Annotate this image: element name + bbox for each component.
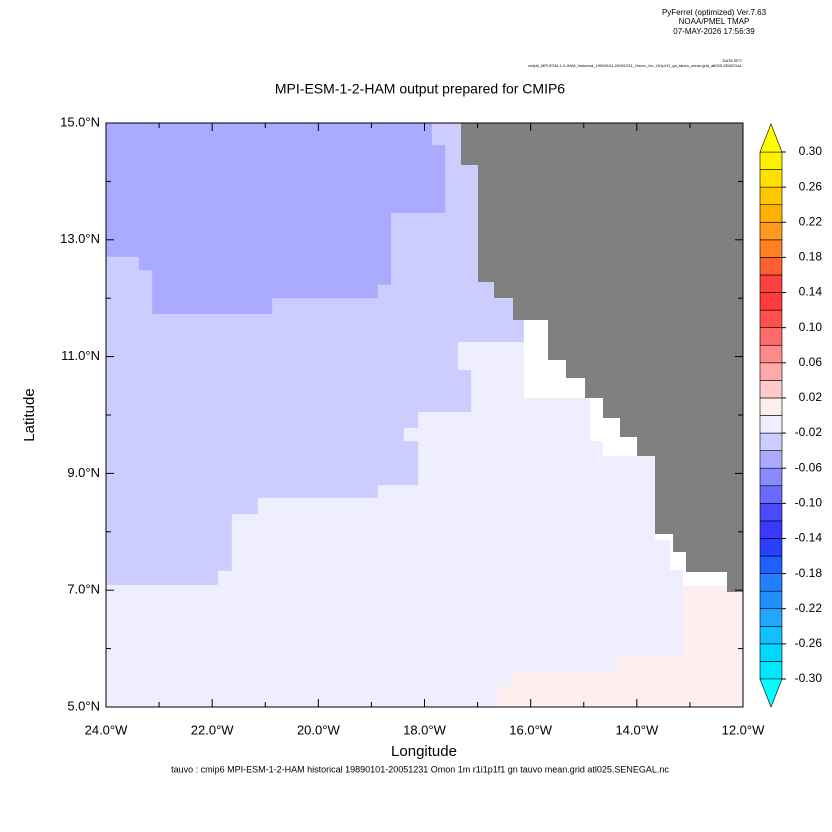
- colorbar-box: [759, 625, 783, 645]
- y-tick-label: 13.0°N: [60, 231, 100, 246]
- x-tick-label: 16.0°W: [509, 722, 553, 737]
- colorbar-box: [759, 467, 783, 487]
- colorbar-box: [759, 661, 783, 680]
- chart-title: MPI-ESM-1-2-HAM output prepared for CMIP…: [275, 81, 565, 97]
- colorbar-tick-label: -0.18: [795, 566, 823, 580]
- colorbar-tick-label: 0.30: [799, 144, 823, 158]
- colorbar-tick-label: -0.10: [795, 496, 823, 510]
- colorbar-tick-label: 0.06: [799, 355, 823, 369]
- colorbar-tick-label: -0.02: [795, 425, 823, 439]
- x-tick-label: 18.0°W: [403, 722, 447, 737]
- colorbar-box: [759, 169, 783, 188]
- colorbar-box: [759, 538, 783, 557]
- colorbar-box: [759, 151, 783, 170]
- colorbar-box: [759, 274, 783, 293]
- x-tick-label: 24.0°W: [85, 722, 129, 737]
- org: NOAA/PMEL TMAP: [679, 17, 750, 26]
- colorbar-box: [759, 186, 783, 205]
- colorbar-box: [759, 590, 783, 610]
- x-tick-label: 20.0°W: [297, 722, 341, 737]
- program: PyFerret (optimized) Ver.7.63: [662, 8, 767, 17]
- colorbar-box: [759, 643, 783, 662]
- axes: 24.0°W 22.0°W 20.0°W 18.0°W 16.0°W 14.0°W 12.0…: [60, 114, 765, 737]
- colorbar-box: [759, 555, 783, 574]
- colorbar-box: [759, 239, 783, 258]
- colorbar-under: [759, 678, 783, 708]
- colorbar-box: [759, 503, 783, 522]
- dataset: cmip6_MPI-ESM-1-2-HAM_historical_1989010…: [528, 63, 743, 68]
- x-tick-label: 22.0°W: [191, 722, 235, 737]
- colorbar-box: [759, 327, 783, 346]
- colorbar-box: [759, 397, 783, 416]
- colorbar-box: [759, 380, 783, 399]
- colorbar-box: [759, 485, 783, 504]
- y-axis-label: Latitude: [21, 388, 38, 441]
- coastal-gap: [655, 534, 727, 586]
- colorbar-tick-label: 0.14: [799, 285, 823, 299]
- colorbar-tick-label: -0.30: [795, 671, 823, 685]
- coastal-gap: [524, 320, 637, 456]
- y-tick-label: 11.0°N: [61, 348, 100, 363]
- colorbar-box: [759, 415, 783, 434]
- colorbar-box: [759, 432, 783, 451]
- colorbar: 0.30 0.26 0.22 0.18 0.14 0.10 0.06 0.02 -0.02 -0.…: [759, 123, 823, 708]
- y-tick-label: 9.0°N: [67, 465, 100, 480]
- x-tick-label: 14.0°W: [615, 722, 659, 737]
- colorbar-tick-label: 0.26: [799, 179, 823, 193]
- colorbar-tick-label: -0.14: [795, 531, 823, 545]
- x-tick-label: 12.0°W: [722, 722, 766, 737]
- colorbar-tick-label: -0.06: [795, 460, 823, 474]
- colorbar-box: [759, 257, 783, 276]
- colorbar-tick-label: 0.10: [799, 320, 823, 334]
- footer: tauvo : cmip6 MPI-ESM-1-2-HAM historical…: [171, 764, 669, 774]
- colorbar-tick-label: 0.22: [799, 214, 823, 228]
- y-tick-label: 15.0°N: [60, 114, 100, 129]
- colorbar-box: [759, 292, 783, 311]
- date: 07-MAY-2026 17:56:39: [673, 27, 755, 36]
- colorbar-box: [759, 608, 783, 627]
- land: [461, 123, 743, 592]
- colorbar-box: [759, 362, 783, 381]
- colorbar-tick-label: -0.26: [795, 636, 823, 650]
- colorbar-box: [759, 309, 783, 328]
- y-tick-label: 7.0°N: [67, 582, 100, 597]
- colorbar-tick-label: 0.02: [799, 390, 823, 404]
- colorbar-box: [759, 221, 783, 241]
- colorbar-box: [759, 573, 783, 592]
- colorbar-tick-label: 0.18: [799, 250, 823, 264]
- field-region: [497, 586, 743, 707]
- colorbar-tick-label: -0.22: [795, 601, 823, 615]
- colorbar-box: [759, 520, 783, 539]
- colorbar-box: [759, 450, 783, 469]
- colorbar-over: [759, 123, 783, 153]
- dataset-label: DATA SET:: [723, 58, 742, 63]
- field-region: [106, 123, 446, 314]
- colorbar-box: [759, 344, 783, 364]
- colorbar-box: [759, 204, 783, 223]
- y-tick-label: 5.0°N: [67, 698, 100, 713]
- x-axis-label: Longitude: [391, 743, 457, 760]
- land-mask: [461, 123, 743, 592]
